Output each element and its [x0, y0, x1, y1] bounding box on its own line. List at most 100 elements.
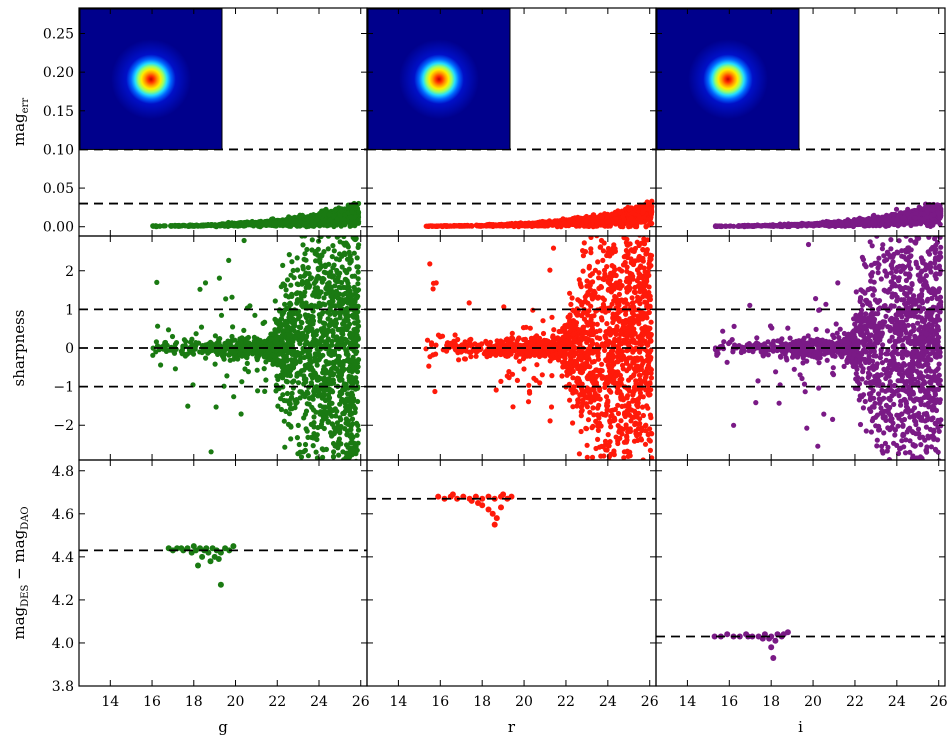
scatter-point — [334, 279, 340, 285]
scatter-point — [292, 405, 298, 411]
scatter-point — [275, 328, 282, 334]
scatter-point — [306, 395, 312, 401]
scatter-point — [283, 378, 289, 384]
scatter-point — [288, 272, 294, 278]
scatter-point — [318, 491, 323, 496]
scatter-point — [245, 369, 251, 375]
scatter-point — [293, 400, 299, 407]
scatter-point — [312, 566, 317, 571]
scatter-point — [331, 248, 337, 254]
scatter-point — [289, 259, 295, 265]
scatter-point — [336, 236, 342, 238]
scatter-point — [320, 277, 326, 283]
scatter-point — [309, 220, 315, 226]
scatter-point — [349, 380, 355, 386]
scatter-point — [315, 393, 321, 399]
scatter-point — [322, 489, 327, 494]
scatter-point — [355, 309, 361, 315]
scatter-point — [298, 472, 303, 477]
scatter-point — [313, 409, 319, 415]
scatter-point — [244, 360, 250, 366]
scatter-point — [347, 321, 353, 327]
scatter-point — [353, 359, 359, 365]
scatter-point — [339, 507, 344, 512]
scatter-point — [289, 379, 296, 385]
scatter-point — [216, 275, 222, 281]
scatter-point — [341, 467, 346, 472]
scatter-point — [309, 465, 314, 470]
scatter-point — [327, 462, 332, 467]
scatter-point — [355, 422, 361, 429]
scatter-point — [326, 360, 332, 366]
scatter-point — [330, 243, 336, 249]
scatter-point — [215, 339, 221, 345]
scatter-point — [289, 390, 295, 396]
scatter-point — [251, 338, 257, 344]
scatter-point — [282, 318, 289, 324]
scatter-point — [333, 358, 339, 364]
scatter-point — [337, 377, 343, 383]
scatter-point — [351, 473, 356, 478]
scatter-point — [353, 205, 359, 211]
scatter-point — [246, 348, 252, 354]
scatter-point — [344, 256, 351, 262]
scatter-point — [150, 352, 156, 358]
scatter-point — [282, 301, 288, 307]
scatter-point — [297, 370, 303, 376]
scatter-point — [315, 377, 321, 383]
scatter-point — [344, 396, 350, 402]
scatter-point — [319, 446, 325, 452]
scatter-point — [296, 214, 302, 220]
scatter-point — [347, 260, 353, 266]
scatter-point — [315, 205, 320, 210]
scatter-point — [326, 211, 332, 218]
scatter-point — [438, 223, 444, 229]
scatter-point — [349, 416, 356, 422]
scatter-point — [345, 391, 351, 397]
scatter-point — [150, 345, 156, 351]
scatter-point — [332, 180, 337, 185]
scatter-point — [306, 351, 312, 357]
scatter-point — [275, 403, 281, 409]
scatter-point — [235, 356, 241, 362]
scatter-point — [318, 236, 324, 240]
scatter-point — [345, 244, 351, 250]
scatter-point — [337, 309, 344, 315]
scatter-point — [353, 194, 358, 199]
scatter-point — [302, 272, 308, 278]
scatter-point — [340, 301, 346, 307]
scatter-point — [321, 469, 326, 474]
scatter-point — [311, 304, 317, 310]
scatter-point — [241, 237, 247, 244]
scatter-point — [343, 479, 348, 484]
scatter-point — [198, 324, 205, 330]
scatter-point — [179, 223, 185, 229]
scatter-point — [261, 366, 267, 372]
scatter-point — [218, 312, 225, 318]
scatter-point — [320, 218, 326, 224]
scatter-point — [213, 404, 219, 410]
scatter-point — [210, 342, 216, 348]
scatter-point — [275, 376, 281, 382]
scatter-point — [330, 500, 335, 505]
scatter-point — [308, 359, 314, 366]
scatter-point — [333, 413, 339, 419]
scatter-point — [311, 414, 317, 420]
scatter-point — [299, 281, 305, 287]
scatter-point — [296, 441, 302, 448]
scatter-point — [308, 380, 314, 386]
scatter-point — [310, 329, 316, 335]
scatter-point — [249, 218, 255, 225]
scatter-point — [307, 341, 314, 347]
scatter-point — [283, 342, 289, 348]
scatter-point — [301, 194, 306, 199]
scatter-point — [311, 392, 317, 398]
scatter-point — [341, 366, 347, 372]
scatter-point — [354, 328, 360, 334]
scatter-point — [281, 418, 287, 424]
scatter-point — [349, 296, 355, 302]
scatter-point — [254, 354, 260, 360]
scatter-point — [348, 423, 354, 429]
scatter-point — [354, 432, 360, 438]
scatter-point — [205, 350, 211, 356]
